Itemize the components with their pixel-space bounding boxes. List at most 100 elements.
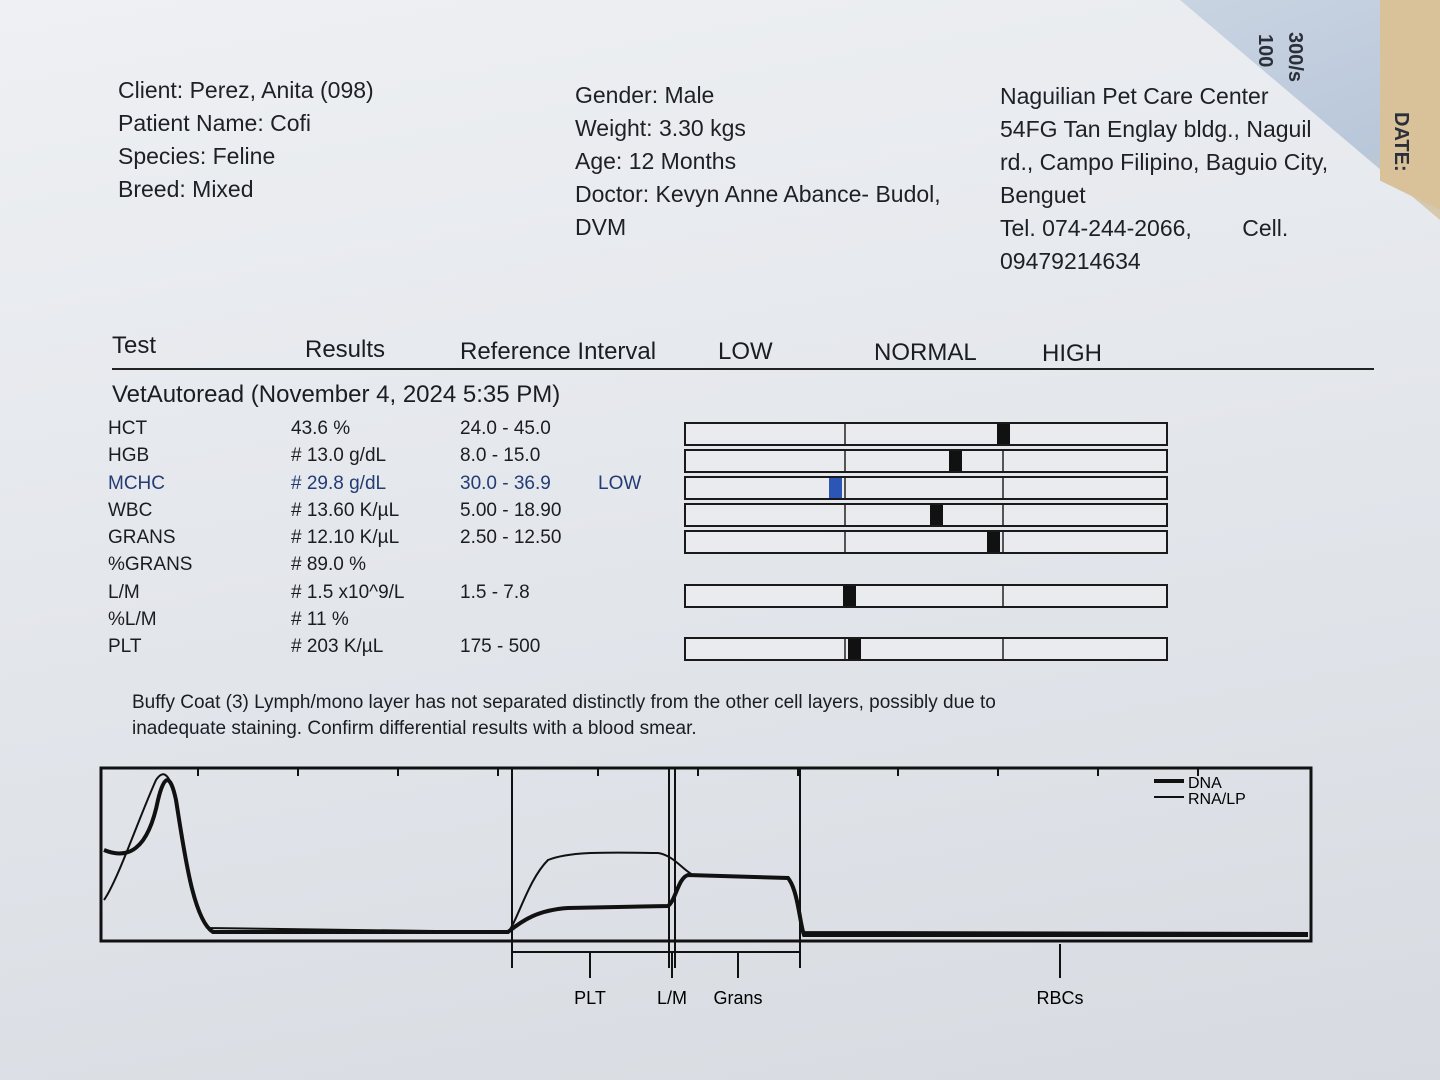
low-normal-divider	[844, 424, 846, 444]
clinic-cell: 09479214634	[1000, 248, 1141, 274]
test-name: GRANS	[108, 527, 176, 548]
col-results: Results	[305, 336, 386, 363]
range-bar	[684, 422, 1168, 446]
normal-high-divider	[1002, 586, 1004, 606]
corner-100-label: 100	[1254, 34, 1276, 68]
test-name: HCT	[108, 418, 148, 439]
rna-lp-curve	[103, 773, 1309, 934]
weight: Weight: 3.30 kgs	[575, 115, 746, 141]
range-bar	[684, 530, 1168, 554]
normal-high-divider	[1002, 451, 1004, 471]
test-reference: 175 - 500	[460, 636, 541, 657]
corner-300-label: 300/s	[1284, 32, 1306, 83]
range-bar	[684, 584, 1168, 608]
range-marker	[987, 532, 1000, 552]
normal-high-divider	[1002, 505, 1004, 525]
test-result: # 13.60 K/µL	[291, 500, 400, 521]
clinic-address-3: Benguet	[1000, 182, 1086, 208]
test-result: # 12.10 K/µL	[291, 527, 400, 548]
zone-label-grans: Grans	[713, 988, 762, 1008]
patient-info: Gender: Male Weight: 3.30 kgs Age: 12 Mo…	[575, 79, 941, 244]
test-reference: 2.50 - 12.50	[460, 527, 562, 548]
range-bar	[684, 476, 1168, 500]
col-high: HIGH	[1042, 340, 1102, 367]
test-reference: 5.00 - 18.90	[460, 500, 562, 521]
doctor-title: DVM	[575, 214, 627, 240]
low-normal-divider	[844, 532, 846, 552]
buffy-coat-note: Buffy Coat (3) Lymph/mono layer has not …	[132, 690, 996, 742]
test-reference: 30.0 - 36.9	[460, 473, 551, 494]
low-normal-divider	[844, 639, 846, 659]
histogram-legend: DNA RNA/LP	[1154, 775, 1246, 808]
clinic-info: Naguilian Pet Care Center 54FG Tan Engla…	[1000, 80, 1328, 278]
test-result: 43.6 %	[291, 418, 351, 439]
buffy-coat-histogram: DNA RNA/LP PLT L/M Grans RBCs	[99, 766, 1313, 1008]
low-normal-divider	[844, 478, 846, 498]
client-name: Client: Perez, Anita (098)	[118, 77, 374, 103]
zone-label-plt: PLT	[574, 988, 606, 1008]
zone-label-rbcs: RBCs	[1036, 988, 1083, 1008]
clinic-address-2: rd., Campo Filipino, Baguio City,	[1000, 149, 1329, 175]
clinic-address-1: 54FG Tan Englay bldg., Naguil	[1000, 116, 1312, 142]
client-info: Client: Perez, Anita (098) Patient Name:…	[118, 74, 374, 206]
breed: Breed: Mixed	[118, 176, 254, 202]
test-name: %L/M	[108, 609, 157, 630]
gender: Gender: Male	[575, 82, 715, 108]
folder-tab	[1380, 0, 1440, 210]
clinic-phone-line: Tel. 074-244-2066, Cell.	[1000, 212, 1328, 245]
histogram-frame	[99, 766, 1313, 943]
histogram-top-ticks	[197, 768, 1199, 776]
range-marker	[997, 424, 1010, 444]
test-flag: LOW	[598, 473, 642, 494]
legend-rna-lp: RNA/LP	[1188, 791, 1246, 808]
normal-high-divider	[1002, 478, 1004, 498]
col-low: LOW	[718, 338, 773, 365]
range-bar	[684, 637, 1168, 661]
test-result: # 13.0 g/dL	[291, 445, 387, 466]
test-result: # 29.8 g/dL	[291, 473, 387, 494]
test-name: L/M	[108, 582, 140, 603]
col-reference: Reference Interval	[460, 338, 657, 365]
normal-high-divider	[1002, 532, 1004, 552]
age: Age: 12 Months	[575, 148, 737, 174]
corner-date-label: DATE:	[1390, 112, 1412, 172]
low-normal-divider	[844, 451, 846, 471]
dna-curve	[103, 778, 1308, 937]
patient-name: Patient Name: Cofi	[118, 110, 312, 136]
test-result: # 1.5 x10^9/L	[291, 582, 405, 603]
col-normal: NORMAL	[874, 339, 977, 366]
clinic-cell-label: Cell.	[1242, 215, 1289, 241]
clinic-name: Naguilian Pet Care Center	[1000, 83, 1269, 109]
doctor: Doctor: Kevyn Anne Abance- Budol,	[575, 181, 941, 207]
section-title: VetAutoread (November 4, 2024 5:35 PM)	[112, 381, 561, 408]
histogram-zone-ticks	[589, 944, 1061, 978]
range-marker	[848, 639, 861, 659]
clinic-tel: Tel. 074-244-2066,	[1000, 215, 1192, 241]
low-normal-divider	[844, 505, 846, 525]
test-name: MCHC	[108, 473, 165, 494]
results-table-header: Test Results Reference Interval LOW NORM…	[112, 330, 1374, 370]
range-marker	[930, 505, 943, 525]
normal-high-divider	[1002, 639, 1004, 659]
test-result: # 11 %	[291, 609, 349, 630]
test-name: WBC	[108, 500, 153, 521]
histogram-zone-dividers	[511, 768, 801, 968]
test-reference: 1.5 - 7.8	[460, 582, 530, 603]
test-reference: 8.0 - 15.0	[460, 445, 541, 466]
test-name: HGB	[108, 445, 150, 466]
test-name: %GRANS	[108, 554, 193, 575]
test-reference: 24.0 - 45.0	[460, 418, 551, 439]
range-bar	[684, 449, 1168, 473]
col-test: Test	[112, 332, 157, 359]
range-bar	[684, 503, 1168, 527]
note-line-2: inadequate staining. Confirm differentia…	[132, 718, 697, 739]
note-line-1: Buffy Coat (3) Lymph/mono layer has not …	[132, 692, 996, 713]
range-marker	[949, 451, 962, 471]
range-marker	[829, 478, 842, 498]
legend-dna: DNA	[1188, 775, 1222, 792]
range-marker	[843, 586, 856, 606]
species: Species: Feline	[118, 143, 276, 169]
test-result: # 89.0 %	[291, 554, 366, 575]
zone-label-lm: L/M	[657, 988, 687, 1008]
test-name: PLT	[108, 636, 142, 657]
